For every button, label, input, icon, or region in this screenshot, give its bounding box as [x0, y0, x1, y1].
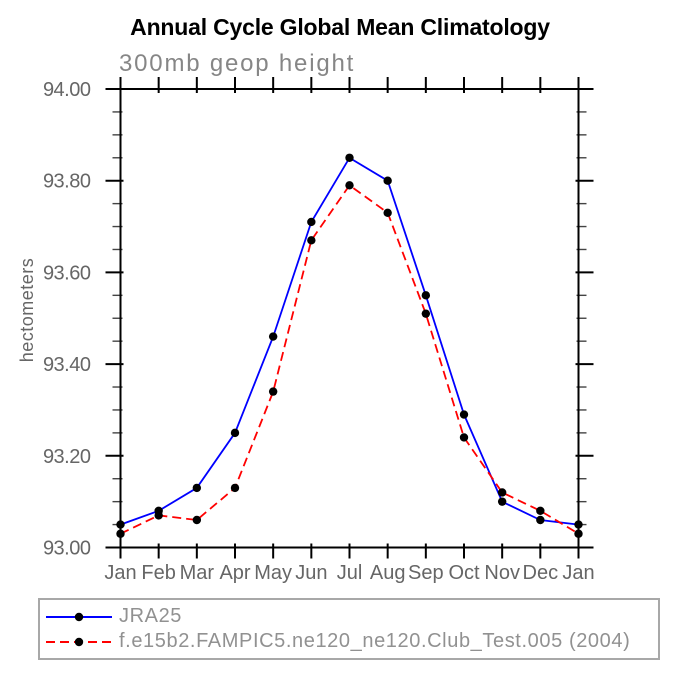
y-tick-label: 94.00	[43, 79, 91, 101]
series-1-marker	[307, 236, 316, 245]
x-tick-label: Sep	[408, 562, 444, 584]
y-tick-label: 93.20	[43, 446, 91, 468]
series-0-marker	[116, 520, 125, 529]
legend-marker-icon	[74, 637, 84, 646]
x-tick-label: Feb	[141, 562, 175, 584]
y-tick-label: 93.40	[43, 354, 91, 376]
series-1-marker	[459, 433, 469, 442]
series-line-1	[120, 184, 579, 535]
legend-item-jra25: JRA25	[44, 604, 658, 629]
chart-subtitle: 300mb geop height	[119, 50, 356, 77]
x-tick-label: Oct	[448, 562, 480, 584]
y-tick-label: 93.80	[43, 171, 91, 193]
series-1-marker	[536, 506, 545, 516]
plot-area: Jan Feb Mar Apr May Jun Jul Aug Sep Oct Nov Dec Jan9…	[17, 77, 595, 584]
x-tick-label: Jul	[337, 562, 363, 584]
series-line-0	[120, 156, 579, 526]
series-0-marker	[230, 428, 240, 438]
y-tick-label: 93.00	[43, 538, 91, 560]
y-axis-title: hectometers	[17, 258, 37, 363]
legend-marker-icon	[74, 612, 84, 621]
series-1-marker	[192, 515, 202, 525]
series-1-marker	[574, 529, 583, 538]
series-1-marker	[421, 309, 431, 318]
series-1-marker	[230, 483, 240, 493]
series-1-marker	[497, 488, 507, 497]
series-0-marker	[383, 176, 392, 185]
series-1-marker	[345, 181, 354, 190]
series-0-marker	[497, 497, 507, 506]
x-tick-label: Jan	[562, 562, 594, 584]
legend-item-model: f.e15b2.FAMPIC5.ne120_ne120.Club_Test.00…	[44, 629, 658, 654]
legend-line-sample-solid	[46, 612, 112, 621]
legend-label-model: f.e15b2.FAMPIC5.ne120_ne120.Club_Test.00…	[119, 630, 631, 652]
x-tick-label: Mar	[180, 562, 215, 584]
x-tick-label: Aug	[370, 562, 406, 584]
legend-label-jra25: JRA25	[119, 605, 183, 627]
x-tick-label: Jan	[104, 562, 136, 584]
x-tick-label: Nov	[484, 562, 520, 584]
series-1-marker	[154, 511, 163, 520]
series-0-marker	[268, 332, 278, 341]
series-0-marker	[345, 153, 354, 162]
series-0-marker	[536, 515, 545, 525]
x-tick-label: Dec	[523, 562, 559, 584]
x-tick-label: Jun	[295, 562, 327, 584]
series-1-marker	[116, 529, 125, 538]
plot-border	[119, 88, 580, 549]
y-tick-label: 93.60	[43, 262, 91, 284]
series-1-marker	[268, 387, 278, 396]
series-0-marker	[307, 217, 316, 227]
x-tick-label: May	[254, 562, 292, 584]
legend-line-sample-dashed	[46, 637, 112, 646]
series-0-marker	[192, 483, 202, 493]
series-0-marker	[574, 520, 583, 529]
series-0-marker	[459, 410, 469, 419]
series-1-marker	[383, 208, 392, 217]
series-0-marker	[421, 291, 431, 300]
x-tick-label: Apr	[219, 562, 250, 584]
legend: JRA25 f.e15b2.FAMPIC5.ne120_ne120.Club_T…	[38, 598, 660, 660]
chart-title: Annual Cycle Global Mean Climatology	[130, 14, 550, 40]
